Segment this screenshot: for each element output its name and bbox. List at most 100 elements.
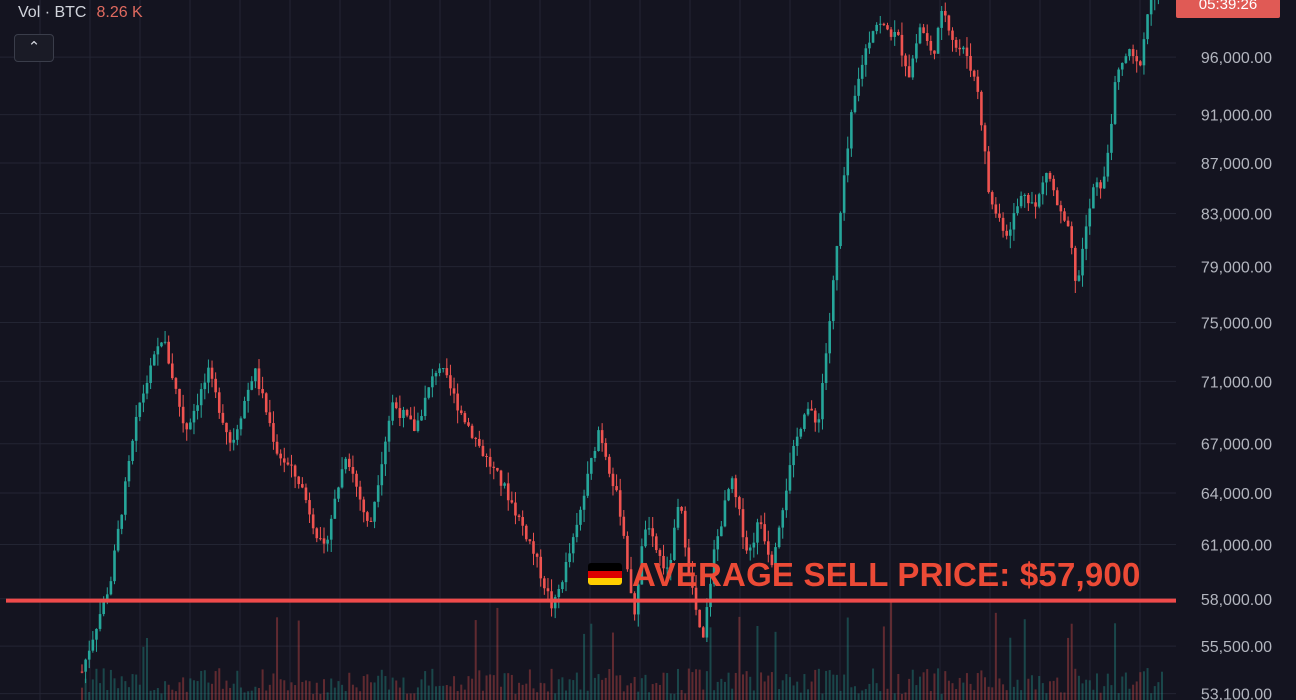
- volume-bar: [937, 668, 940, 700]
- candle-body: [1095, 182, 1099, 188]
- volume-bar: [900, 693, 903, 700]
- candle-body: [254, 368, 257, 382]
- candle-body: [196, 405, 199, 411]
- volume-bar: [781, 680, 784, 700]
- volume-bar: [333, 687, 336, 700]
- volume-bar: [713, 690, 716, 700]
- candle-body: [1016, 206, 1019, 214]
- candle-body: [1037, 194, 1041, 207]
- volume-bar: [593, 677, 596, 700]
- volume-bar: [893, 693, 896, 700]
- volume-bar: [167, 684, 170, 700]
- candle-body: [987, 151, 990, 193]
- candle-body: [1055, 190, 1059, 206]
- volume-bar: [539, 682, 542, 700]
- candle-body: [990, 192, 994, 205]
- candle-body: [134, 416, 138, 441]
- candle-body: [1023, 194, 1027, 196]
- candle-body: [149, 365, 152, 383]
- candle-body: [1092, 187, 1095, 209]
- volume-bar: [673, 693, 676, 700]
- volume-bar: [388, 689, 391, 700]
- volume-bar: [1074, 668, 1077, 700]
- volume-bar: [1139, 672, 1142, 700]
- candle-body: [640, 546, 644, 585]
- volume-bar: [973, 690, 976, 700]
- candle-body: [236, 429, 239, 440]
- chevron-up-icon[interactable]: ⌃: [14, 34, 54, 62]
- volume-bar: [514, 693, 517, 700]
- candle-body: [304, 487, 308, 501]
- candle-body: [669, 559, 673, 568]
- candle-body: [387, 420, 391, 442]
- candle-body: [1048, 172, 1052, 179]
- volume-bar: [106, 690, 109, 700]
- volume-bar: [351, 684, 354, 700]
- volume-bar: [178, 682, 181, 700]
- volume-legend: Vol · BTC 8.26 K: [18, 4, 143, 22]
- volume-bar: [413, 693, 416, 700]
- volume-bar: [687, 668, 690, 700]
- volume-bar: [933, 673, 936, 700]
- volume-bar: [611, 632, 614, 700]
- volume-bar: [294, 685, 297, 700]
- volume-bar: [1063, 692, 1066, 700]
- candle-body: [860, 64, 864, 79]
- price-tick-label: 67,000.00: [1201, 437, 1272, 454]
- volume-bar: [879, 691, 882, 700]
- volume-bar: [796, 681, 799, 700]
- candle-body: [745, 537, 748, 551]
- volume-bar: [232, 683, 235, 700]
- volume-bar: [958, 677, 961, 700]
- candle-body: [445, 368, 449, 376]
- volume-bar: [546, 691, 549, 700]
- volume-bar: [1030, 675, 1033, 700]
- volume-bar: [120, 676, 123, 700]
- volume-bar: [1114, 623, 1117, 700]
- candle-body: [980, 91, 983, 126]
- candle-body: [98, 614, 102, 629]
- candle-body: [102, 599, 105, 615]
- candle-body: [828, 321, 831, 354]
- candle-body: [766, 541, 770, 555]
- candle-body: [402, 409, 405, 418]
- candle-body: [680, 506, 683, 511]
- candle-body: [246, 389, 250, 401]
- candle-body: [192, 410, 196, 423]
- volume-bar: [557, 679, 560, 700]
- legend-label: Vol · BTC: [18, 4, 87, 21]
- candle-body: [947, 15, 951, 31]
- candle-body: [1102, 176, 1106, 189]
- candle-body: [575, 524, 579, 538]
- candle-body: [1059, 205, 1063, 212]
- volume-bar: [525, 683, 528, 700]
- volume-bar: [489, 674, 492, 700]
- volume-bar: [1020, 690, 1023, 700]
- volume-bar: [297, 620, 300, 700]
- candle-body: [785, 490, 788, 511]
- volume-bar: [911, 669, 914, 700]
- volume-bar: [341, 684, 344, 700]
- candle-body: [687, 547, 691, 573]
- volume-bar: [749, 676, 752, 700]
- candle-body: [467, 422, 470, 426]
- candle-body: [441, 368, 445, 370]
- volume-bar: [384, 676, 387, 700]
- volume-bar: [330, 678, 333, 700]
- volume-bar: [474, 620, 477, 700]
- volume-bar: [431, 668, 434, 700]
- candle-body: [1045, 172, 1048, 183]
- candle-body: [651, 528, 655, 537]
- volume-bar: [1081, 683, 1084, 700]
- candle-body: [983, 125, 987, 152]
- candle-body: [777, 527, 781, 548]
- volume-bar: [669, 693, 672, 700]
- volume-bar: [113, 678, 116, 700]
- candle-body: [561, 582, 564, 590]
- candle-body: [922, 27, 925, 34]
- volume-bar: [1012, 686, 1015, 700]
- candle-body: [463, 413, 467, 423]
- volume-bar: [915, 685, 918, 700]
- candle-body: [918, 27, 922, 44]
